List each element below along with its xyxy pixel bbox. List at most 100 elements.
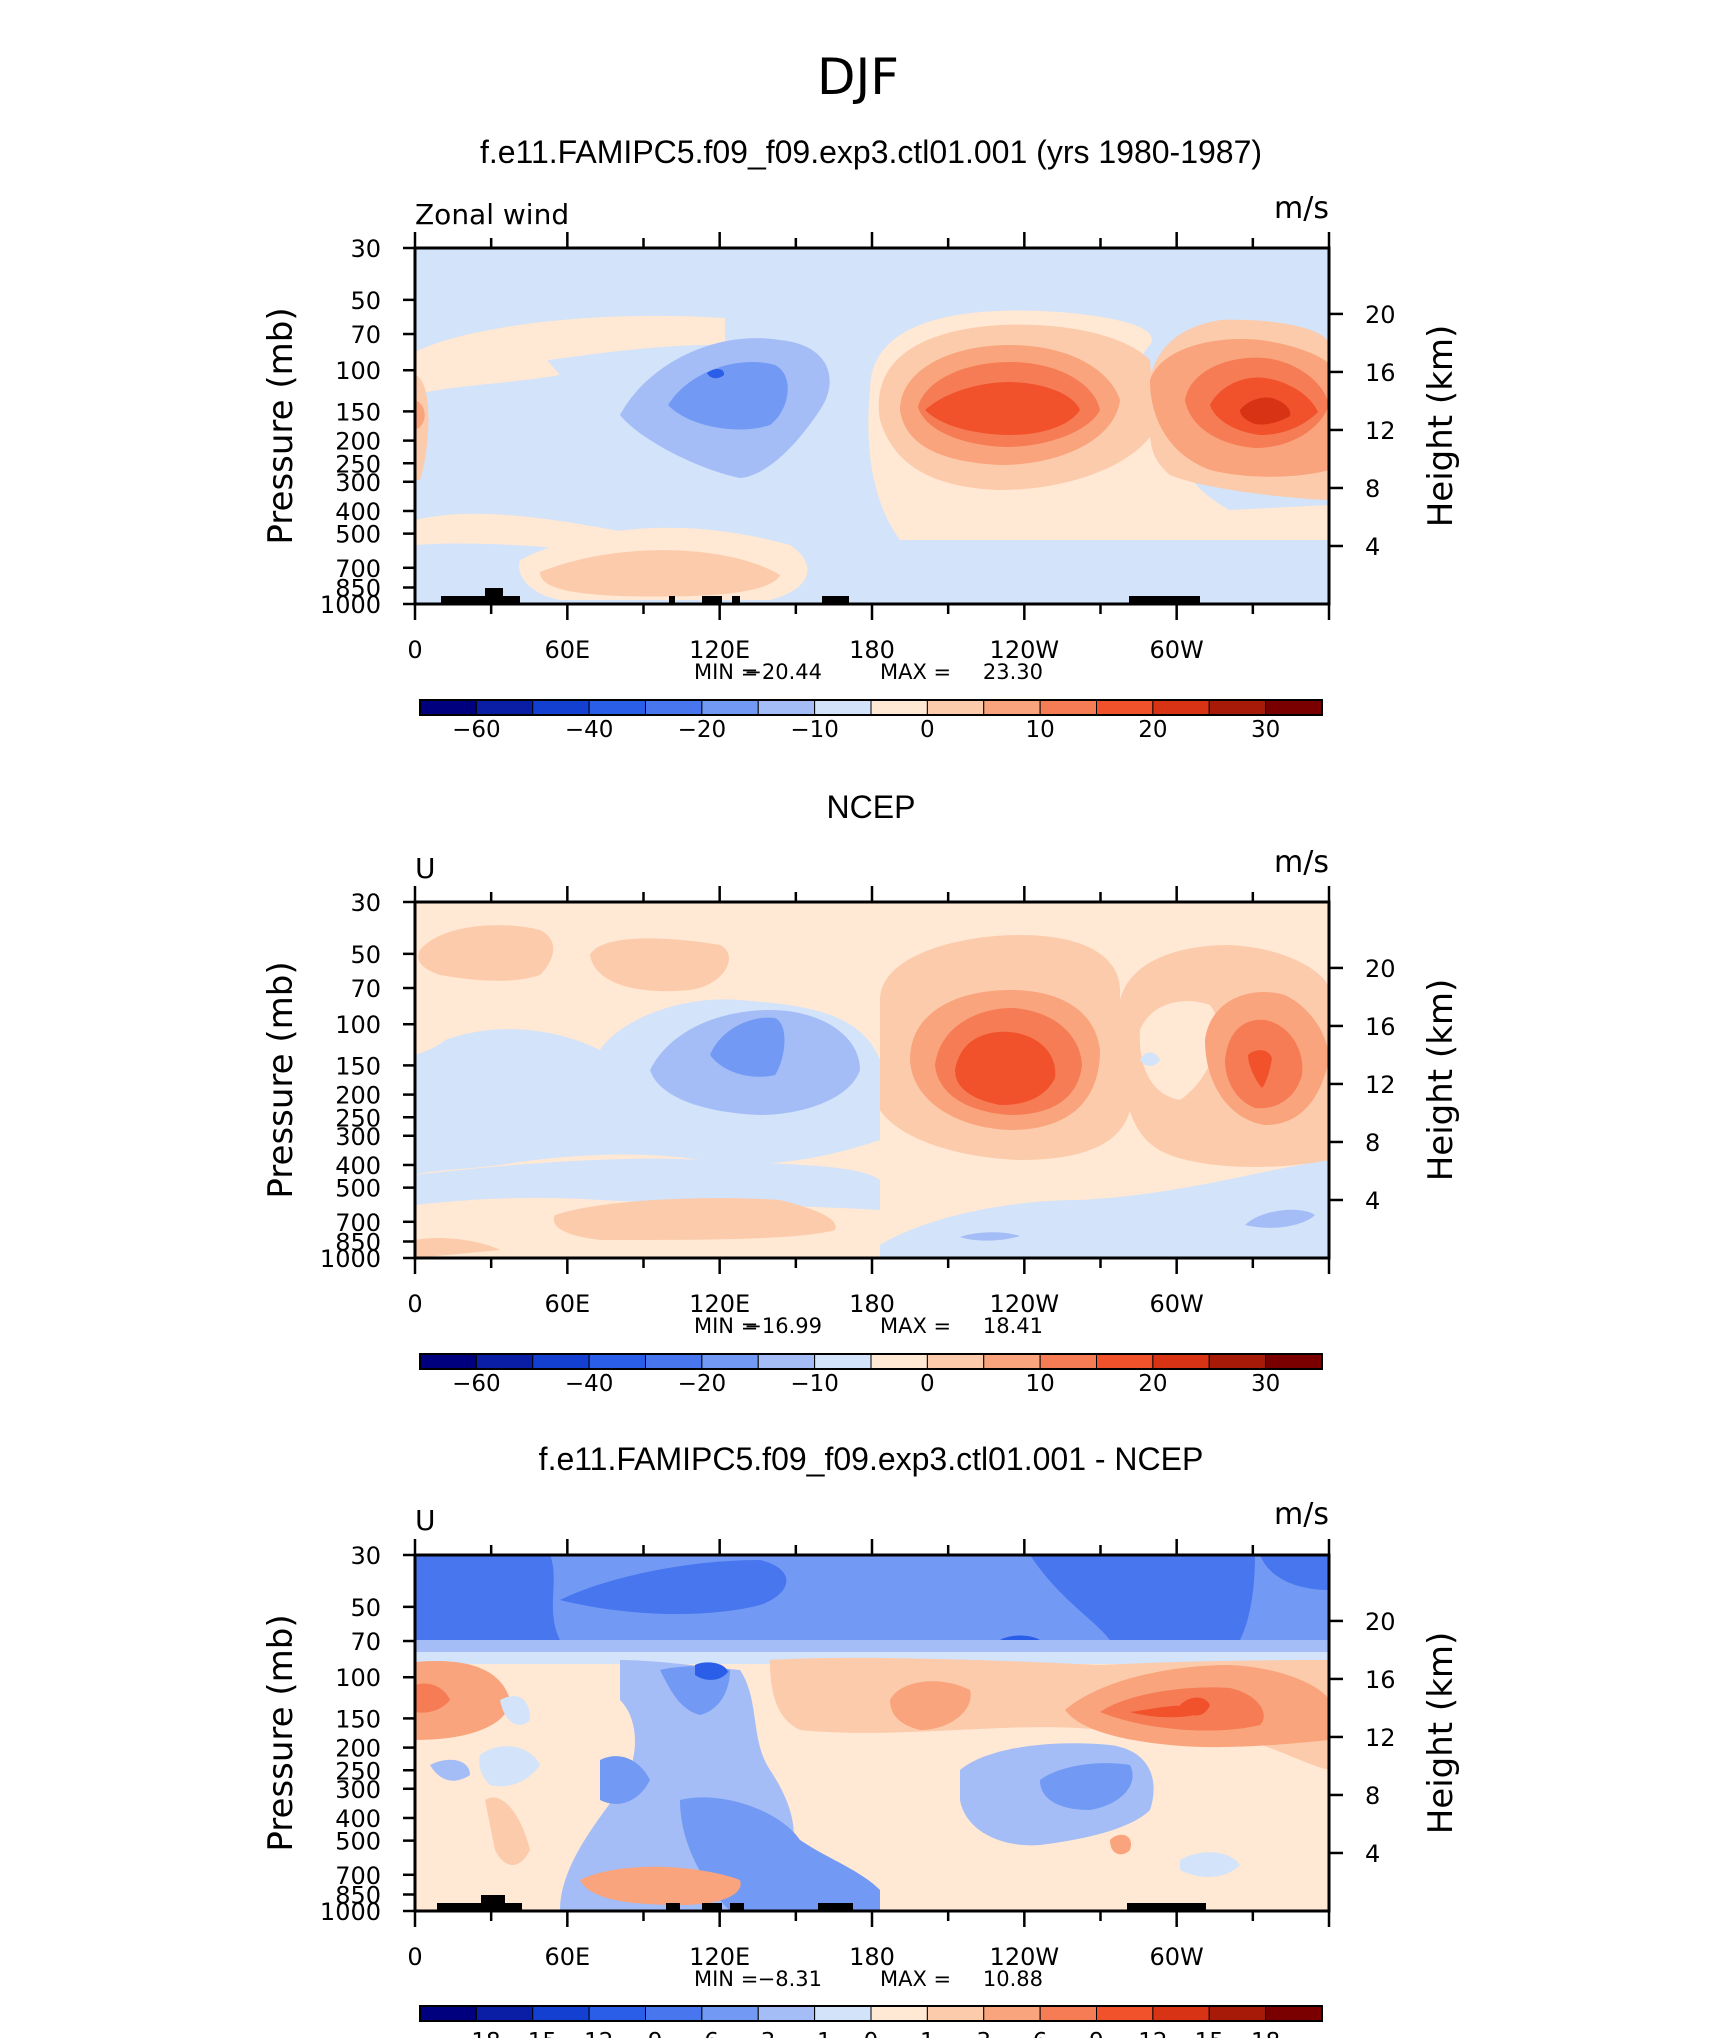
- stats-max-value: 10.88: [983, 1967, 1043, 1991]
- colorbar-label: 30: [1251, 717, 1280, 743]
- y-tick-label: 50: [350, 287, 381, 315]
- stats-min-value: −16.99: [744, 1314, 822, 1338]
- colorbar-box: [757, 699, 816, 716]
- contour-patch: [925, 382, 1080, 435]
- colorbar-label: 0: [864, 2029, 879, 2038]
- stats-min-value: −8.31: [758, 1967, 822, 1991]
- colorbar-box: [1152, 2005, 1210, 2022]
- colorbar-box: [588, 2005, 646, 2022]
- contour-patch: [1248, 1050, 1272, 1088]
- colorbar-label: 12: [1138, 2029, 1167, 2038]
- units-label: m/s: [1274, 1497, 1329, 1532]
- colorbar-box: [475, 699, 534, 716]
- contour-patch: [580, 1866, 741, 1905]
- colorbar-box: [475, 2005, 534, 2022]
- contour-patch: [415, 1683, 450, 1713]
- colorbar-label: 20: [1138, 1371, 1167, 1397]
- colorbar-box: [475, 1353, 534, 1370]
- contour-patch: [1260, 1555, 1329, 1590]
- x-tick-label: 60E: [544, 1290, 590, 1318]
- height-tick-label: 4: [1365, 533, 1380, 561]
- colorbar-box: [588, 1353, 646, 1370]
- y-tick-label: 400: [335, 1805, 381, 1833]
- height-tick-label: 12: [1365, 1071, 1396, 1099]
- y-tick-label: 300: [335, 469, 381, 497]
- colorbar-frame: [419, 2005, 1323, 2022]
- colorbar-label: 9: [1089, 2029, 1104, 2038]
- height-tick-label: 20: [1365, 301, 1396, 329]
- colorbar-box: [419, 1353, 477, 1370]
- colorbar-label: −15: [508, 2029, 557, 2038]
- y-tick-label: 30: [350, 889, 381, 917]
- height-tick-label: 16: [1365, 1013, 1396, 1041]
- colorbar-box: [983, 2005, 1041, 2022]
- colorbar-box: [870, 1353, 928, 1370]
- y-tick-label: 400: [335, 498, 381, 526]
- panel-title: NCEP: [827, 789, 916, 825]
- colorbar-frame: [419, 699, 1323, 716]
- contour-patch: [668, 361, 788, 430]
- colorbar-box: [983, 699, 1041, 716]
- x-tick-label: 0: [407, 1290, 422, 1318]
- height-tick-label: 4: [1365, 1187, 1380, 1215]
- y-axis-title: Pressure (mb): [261, 961, 301, 1198]
- colorbar-label: 15: [1195, 2029, 1224, 2038]
- contour-patch: [418, 925, 554, 981]
- y-tick-label: 300: [335, 1123, 381, 1151]
- y-tick-label: 200: [335, 1082, 381, 1110]
- y-tick-label: 400: [335, 1152, 381, 1180]
- contour-patch: [415, 1238, 500, 1258]
- contour-patch: [1040, 1763, 1133, 1810]
- colorbar-label: −18: [452, 2029, 501, 2038]
- colorbar-box: [645, 699, 703, 716]
- y-tick-label: 100: [335, 357, 381, 385]
- colorbar-box: [1208, 2005, 1267, 2022]
- variable-label: Zonal wind: [415, 198, 569, 231]
- colorbar-box: [419, 2005, 477, 2022]
- contour-patch: [890, 1681, 971, 1730]
- colorbar-box: [1096, 1353, 1154, 1370]
- height-tick-label: 16: [1365, 359, 1396, 387]
- colorbar-box: [1039, 699, 1097, 716]
- units-label: m/s: [1274, 191, 1329, 226]
- colorbar-box: [532, 2005, 590, 2022]
- orography-mask: [437, 1895, 1206, 1911]
- colorbar-box: [532, 1353, 590, 1370]
- contour-patch: [553, 1198, 836, 1240]
- colorbar-label: −6: [685, 2029, 719, 2038]
- colorbar-box: [701, 699, 759, 716]
- y-tick-label: 50: [350, 941, 381, 969]
- colorbar-label: −3: [741, 2029, 775, 2038]
- x-tick-label: 60W: [1150, 1943, 1204, 1971]
- contour-patch: [415, 1660, 510, 1740]
- height-tick-label: 20: [1365, 1608, 1396, 1636]
- right-axis-title: Height (km): [1421, 1632, 1461, 1835]
- contour-patch: [415, 1158, 880, 1210]
- contour-patch: [1030, 1555, 1255, 1640]
- height-tick-label: 20: [1365, 955, 1396, 983]
- y-tick-label: 500: [335, 1828, 381, 1856]
- panel-model: f.e11.FAMIPC5.f09_f09.exp3.ctl01.001 (yr…: [413, 134, 1331, 606]
- colorbar-label: −60: [452, 1371, 501, 1397]
- y-tick-label: 1000: [320, 1898, 381, 1926]
- panel-ncep: NCEP U m/s: [413, 789, 1331, 1260]
- stats-max-value: 18.41: [983, 1314, 1043, 1338]
- y-tick-label: 850: [335, 575, 381, 603]
- colorbar-box: [701, 2005, 759, 2022]
- height-tick-label: 12: [1365, 417, 1396, 445]
- colorbar-label: −20: [678, 1371, 727, 1397]
- y-tick-label: 250: [335, 450, 381, 478]
- colorbar-box: [1152, 699, 1210, 716]
- contour-patch: [960, 1232, 1020, 1241]
- colorbar-label: −40: [565, 717, 614, 743]
- x-tick-label: 180: [849, 1290, 895, 1318]
- contour-patch: [415, 348, 560, 395]
- y-tick-label: 250: [335, 1104, 381, 1132]
- contour-patch: [415, 1555, 560, 1640]
- colorbar-label: −60: [452, 717, 501, 743]
- y-tick-label: 850: [335, 1229, 381, 1257]
- contour-patch: [600, 1756, 650, 1804]
- stats-min-label: MIN =: [694, 1967, 758, 1991]
- colorbar-box: [701, 1353, 759, 1370]
